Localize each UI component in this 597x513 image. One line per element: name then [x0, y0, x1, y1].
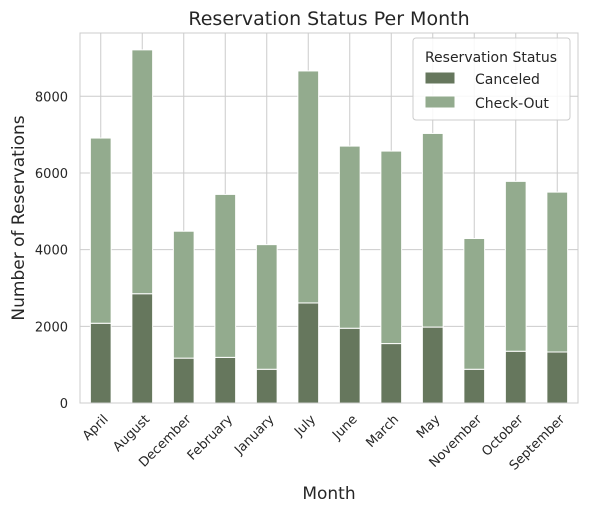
x-tick-label: March — [363, 412, 402, 451]
bar-canceled-august — [131, 293, 154, 404]
bar-check-out-october — [504, 180, 527, 352]
bar-canceled-september — [546, 351, 569, 404]
y-tick-label: 2000 — [35, 320, 68, 335]
x-tick-label: June — [329, 412, 360, 443]
bar-canceled-july — [297, 302, 320, 404]
legend-label-check-out: Check-Out — [475, 96, 549, 112]
bar-canceled-june — [338, 327, 361, 404]
chart-title: Reservation Status Per Month — [188, 8, 469, 30]
y-tick-label: 6000 — [35, 167, 68, 182]
x-tick-label: July — [291, 412, 319, 440]
bar-canceled-october — [504, 350, 527, 404]
x-axis-label: Month — [302, 484, 355, 504]
bar-canceled-february — [214, 356, 237, 404]
legend-title: Reservation Status — [425, 50, 557, 66]
y-axis-ticks: 0 2000 4000 6000 8000 — [35, 90, 68, 412]
plot-frame — [79, 32, 579, 404]
bar-check-out-july — [297, 70, 320, 304]
bar-check-out-june — [338, 145, 361, 329]
bar-check-out-august — [131, 49, 154, 295]
bar-canceled-december — [172, 357, 195, 404]
bar-check-out-january — [255, 244, 278, 370]
x-tick-label: April — [80, 412, 112, 444]
bar-canceled-march — [380, 343, 403, 404]
y-tick-label: 4000 — [35, 244, 68, 259]
bar-check-out-december — [172, 230, 195, 359]
legend: Reservation Status Canceled Check-Out — [412, 37, 571, 121]
bar-check-out-february — [214, 193, 237, 358]
bar-canceled-may — [421, 326, 444, 404]
legend-swatch-check-out — [424, 95, 456, 109]
x-tick-label: February — [185, 412, 237, 464]
bar-series — [89, 49, 569, 404]
bar-canceled-april — [89, 322, 112, 404]
legend-label-canceled: Canceled — [475, 72, 540, 88]
legend-swatch-canceled — [424, 71, 456, 85]
x-tick-label: May — [414, 412, 444, 442]
bar-check-out-march — [380, 150, 403, 345]
x-tick-label: January — [231, 412, 277, 458]
y-tick-label: 0 — [60, 397, 68, 412]
bar-canceled-november — [463, 368, 486, 404]
bar-check-out-april — [89, 137, 112, 324]
bar-check-out-november — [463, 238, 486, 370]
bar-check-out-september — [546, 191, 569, 353]
bar-canceled-january — [255, 368, 278, 404]
y-axis-label: Number of Reservations — [9, 115, 29, 320]
y-tick-label: 8000 — [35, 90, 68, 105]
bar-check-out-may — [421, 132, 444, 328]
